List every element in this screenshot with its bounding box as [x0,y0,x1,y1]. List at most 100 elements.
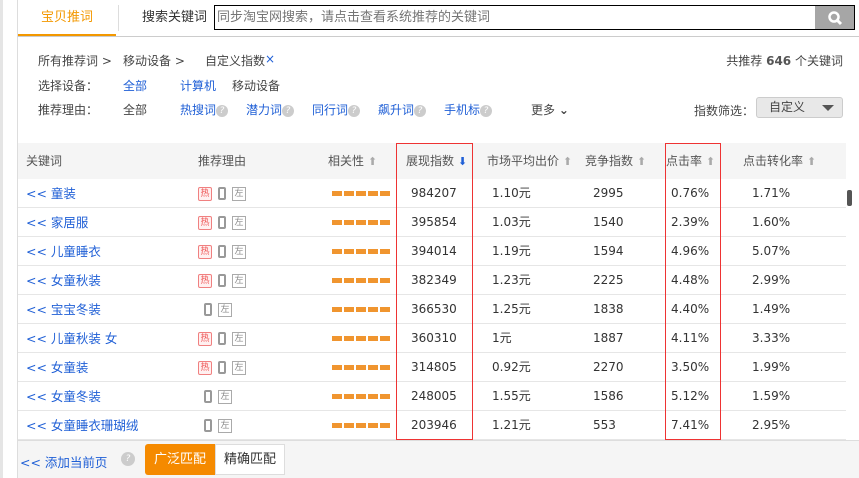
col-keyword: 关键词 [26,154,63,168]
device-mobile[interactable]: 移动设备 [232,79,281,93]
reason-all[interactable]: 全部 [123,103,148,117]
reason-hot[interactable]: 热搜词? [180,101,229,118]
relevance-bar-segment [380,394,390,399]
keyword-panel: 宝贝推词 搜索关键词 所有推荐词 > 移动设备 > 自定义指数 × 共推荐 64… [17,0,859,478]
total-count: 共推荐 646 个关键词 [726,52,843,69]
hot-icon: 热 [198,360,212,375]
search-input[interactable] [215,6,815,29]
device-computer[interactable]: 计算机 [180,79,217,93]
keyword-link[interactable]: << 童装 [26,186,76,201]
col-cvr-label: 点击转化率 [743,154,804,168]
search-button[interactable] [815,6,854,29]
relevance-bar-segment [356,220,366,225]
keyword-link[interactable]: << 宝宝冬装 [26,302,101,317]
impressions-value: 395854 [411,215,457,229]
help-icon[interactable]: ? [348,104,361,117]
table-row: << 女童睡衣珊瑚绒 左 203946 1.21元 553 7.41% 2.95% [18,411,846,440]
relevance-bar-segment [332,278,342,283]
broad-match-button[interactable]: 广泛匹配 [145,444,215,475]
relevance-bar-segment [356,191,366,196]
ctr-value: 4.11% [671,331,710,345]
competition-value: 1838 [593,302,624,316]
col-cvr[interactable]: 点击转化率 ⬆ [743,143,816,180]
help-icon[interactable]: ? [121,452,135,466]
tab-item-recommend[interactable]: 宝贝推词 [18,0,116,36]
more-button[interactable]: 更多 ⌄ [531,101,569,118]
ctr-value: 4.96% [671,244,710,258]
avg-bid-value: 1.19元 [492,244,531,258]
scrollbar[interactable] [847,190,852,206]
mobile-icon [218,245,226,258]
table-row: << 女童装热左 314805 0.92元 2270 3.50% 1.99% [18,353,846,382]
ctr-value: 0.76% [671,186,710,200]
cvr-value: 1.71% [752,186,791,200]
relevance-bar-segment [368,278,378,283]
sort-up-icon: ⬆ [562,155,573,168]
hot-icon: 热 [198,244,212,259]
breadcrumb-remove-icon[interactable]: × [265,52,276,66]
avg-bid-value: 0.92元 [492,360,531,374]
relevance-bar-segment [344,249,354,254]
relevance-bar-segment [356,336,366,341]
col-avg-bid[interactable]: 市场平均出价 ⬆ [487,143,572,180]
help-icon[interactable]: ? [480,104,493,117]
relevance-bar-segment [356,423,366,428]
left-position-icon: 左 [232,244,246,259]
reason-rising[interactable]: 飙升词? [378,101,427,118]
col-reason: 推荐理由 [198,154,247,168]
search-icon [827,10,842,25]
reason-peer[interactable]: 同行词? [312,101,361,118]
mobile-icon [204,390,212,403]
impressions-value: 203946 [411,418,457,432]
relevance-bars [332,295,390,324]
reason-potential[interactable]: 潜力词? [246,101,295,118]
keyword-link[interactable]: << 女童装 [26,360,89,375]
relevance-bar-segment [368,394,378,399]
help-icon[interactable]: ? [414,104,427,117]
relevance-bar-segment [380,423,390,428]
col-impressions[interactable]: 展现指数 ⬇ [406,143,467,180]
hot-icon: 热 [198,273,212,288]
breadcrumb-mobile[interactable]: 移动设备 > [123,54,185,68]
relevance-bar-segment [344,278,354,283]
keyword-link[interactable]: << 女童秋装 [26,273,101,288]
relevance-bar-segment [368,220,378,225]
relevance-bar-segment [356,365,366,370]
keyword-link[interactable]: << 儿童睡衣 [26,244,101,259]
impressions-value: 366530 [411,302,457,316]
left-position-icon: 左 [232,360,246,375]
exact-match-button[interactable]: 精确匹配 [215,444,285,475]
cvr-value: 5.07% [752,244,791,258]
reason-icons: 左 [198,295,232,324]
col-ctr[interactable]: 点击率 ⬆ [666,143,715,180]
reason-mobile[interactable]: 手机标? [444,101,493,118]
col-competition[interactable]: 竞争指数 ⬆ [585,143,646,180]
relevance-bar-segment [380,191,390,196]
reason-peer-label: 同行词 [312,103,349,117]
keyword-link[interactable]: << 儿童秋装 女 [26,331,118,346]
more-label: 更多 [531,103,556,117]
col-relevance[interactable]: 相关性 ⬆ [328,143,377,180]
impressions-value: 314805 [411,360,457,374]
add-current-page-link[interactable]: << 添加当前页 [20,455,108,470]
keyword-link[interactable]: << 女童睡衣珊瑚绒 [26,418,139,433]
col-relevance-label: 相关性 [328,154,365,168]
sort-up-icon: ⬆ [367,155,378,168]
keyword-link[interactable]: << 家居服 [26,215,89,230]
breadcrumb-all[interactable]: 所有推荐词 > [38,54,112,68]
index-filter-select[interactable]: 自定义 [756,97,843,118]
device-all[interactable]: 全部 [123,79,148,93]
keyword-link[interactable]: << 女童冬装 [26,389,101,404]
competition-value: 553 [593,418,616,432]
reason-icons: 热左 [198,179,246,208]
reason-icons: 热左 [198,237,246,266]
relevance-bars [332,179,390,208]
help-icon[interactable]: ? [216,104,229,117]
sort-down-icon: ⬇ [457,155,468,168]
relevance-bar-segment [344,423,354,428]
table-row: << 儿童睡衣热左 394014 1.19元 1594 4.96% 5.07% [18,237,846,266]
help-icon[interactable]: ? [282,104,295,117]
tab-search-keyword[interactable]: 搜索关键词 [118,5,230,31]
relevance-bar-segment [332,191,342,196]
relevance-bar-segment [368,191,378,196]
